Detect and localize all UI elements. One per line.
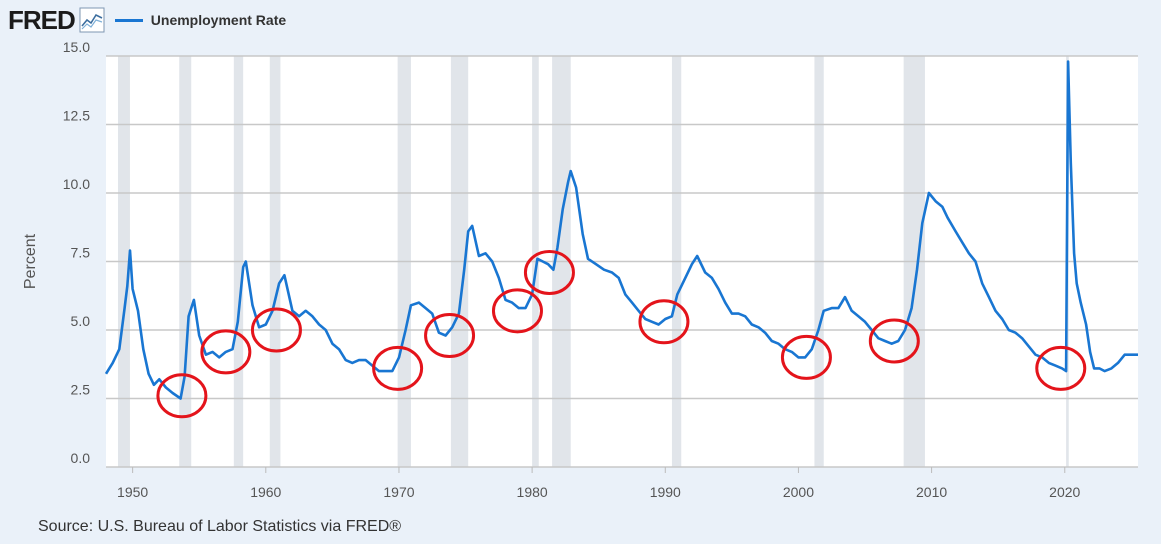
y-axis-label: Percent [22,233,39,289]
y-tick-label: 0.0 [71,450,91,466]
header: FRED Unemployment Rate [8,4,286,36]
legend: Unemployment Rate [114,12,287,28]
trough-circle [372,345,424,391]
x-tick-label: 2010 [916,484,947,500]
legend-swatch [114,18,143,22]
fred-logo[interactable]: FRED [8,5,76,35]
trough-circle [156,373,208,419]
x-tick-label: 1960 [250,484,281,500]
trough-circle [491,288,543,334]
x-tick-label: 2020 [1049,484,1080,500]
trough-circle [200,329,252,375]
trough-circle [780,334,832,380]
x-tick-label: 1970 [383,484,414,500]
trough-circle [250,307,302,353]
series-line [104,60,1138,400]
y-tick-label: 15.0 [63,39,90,55]
legend-label: Unemployment Rate [150,12,287,28]
x-tick-label: 2000 [783,484,814,500]
y-tick-label: 7.5 [71,245,91,261]
y-tick-label: 12.5 [63,108,90,124]
x-tick-label: 1950 [117,484,148,500]
y-tick-label: 10.0 [63,176,90,192]
x-tick-label: 1990 [650,484,681,500]
y-tick-label: 5.0 [71,313,91,329]
source-note: Source: U.S. Bureau of Labor Statistics … [38,518,402,535]
y-tick-label: 2.5 [71,382,91,398]
trough-circle [424,312,476,358]
trough-circle [523,249,575,295]
trough-circle [868,318,920,364]
unemployment-chart[interactable]: 0.0 2.5 5.0 7.5 10.0 12.5 15.0 1950 1960 1970 1980… [0,0,1161,515]
chart-trend-icon[interactable] [79,7,105,33]
trough-circle [1035,345,1087,391]
x-tick-label: 1980 [517,484,548,500]
trough-circle [638,299,690,345]
